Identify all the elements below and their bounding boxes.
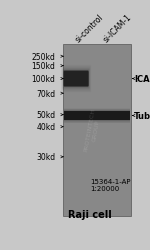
Bar [63,45,130,216]
Text: Raji cell: Raji cell [68,210,112,220]
Bar [64,111,130,121]
Text: 100kd: 100kd [32,75,56,84]
Text: 70kd: 70kd [36,89,56,98]
Text: 150kd: 150kd [32,62,56,71]
Bar [64,109,130,123]
Text: ICAM-1: ICAM-1 [134,75,150,84]
Bar [64,110,130,122]
FancyBboxPatch shape [62,68,90,90]
Text: si-control: si-control [74,12,106,44]
Text: 30kd: 30kd [36,153,56,162]
Text: Tubulin: Tubulin [134,112,150,120]
Text: PROTEINTECH
GROUP: PROTEINTECH GROUP [84,108,102,152]
FancyBboxPatch shape [63,70,89,88]
Text: 250kd: 250kd [32,52,56,62]
Text: si-ICAM-1: si-ICAM-1 [102,12,133,44]
FancyBboxPatch shape [63,70,89,89]
Bar [64,110,130,122]
FancyBboxPatch shape [64,71,89,87]
Text: 50kd: 50kd [36,111,56,120]
Text: 40kd: 40kd [36,123,56,132]
Bar [64,108,130,124]
Text: 15364-1-AP
1:20000: 15364-1-AP 1:20000 [90,178,130,191]
